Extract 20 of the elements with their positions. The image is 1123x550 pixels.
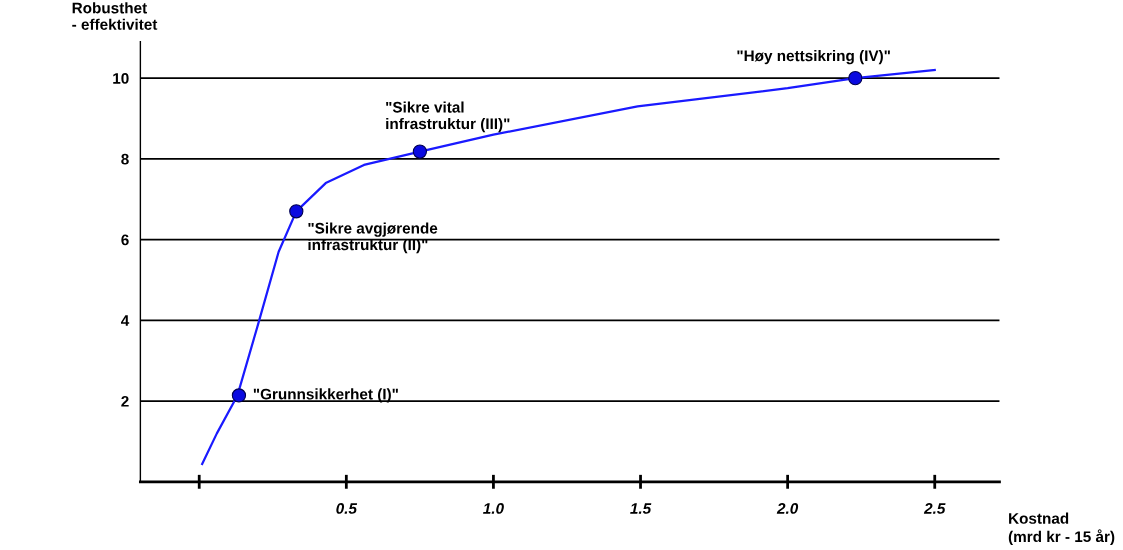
x-axis-title: Kostnad (mrd kr - 15 år): [1008, 512, 1115, 546]
y-tick-label: 8: [121, 153, 129, 165]
y-tick-label: 4: [121, 315, 130, 326]
x-tick-label: 2.0: [776, 503, 799, 514]
y-axis-title: Robusthet - effektivitet: [72, 2, 158, 30]
x-tick-label: 2.5: [923, 503, 946, 514]
point: [289, 204, 304, 219]
y-tick-label: 2: [121, 395, 129, 407]
annotation: "Høy nettsikring (IV)": [737, 49, 890, 65]
point: [231, 388, 247, 403]
y-tick-label: 10: [113, 73, 129, 84]
annotation: "Grunnsikkerhet (I)": [253, 388, 398, 403]
x-tick-label: 1.0: [483, 503, 504, 514]
line-series: [201, 68, 936, 466]
point: [412, 144, 428, 159]
y-tick-label: 6: [121, 234, 129, 246]
x-tick-label: 1.5: [630, 503, 652, 514]
point: [848, 70, 863, 86]
annotation: "Sikre vital infrastruktur (III)": [386, 101, 510, 133]
x-tick-label: 0.5: [336, 503, 358, 514]
